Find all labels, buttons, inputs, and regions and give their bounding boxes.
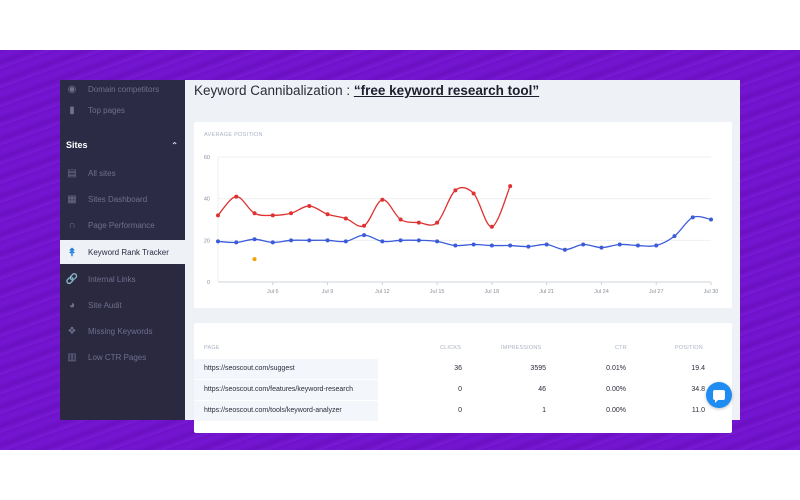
sidebar: ◉ Domain competitors ▮ Top pages Sites ⌃… (60, 80, 185, 420)
position-value: 19.4 (691, 365, 705, 372)
sidebar-item-label: Internal Links (88, 274, 136, 284)
sidebar-item-domain-competitors[interactable]: ◉ Domain competitors (60, 76, 185, 102)
pages-table: PAGE CLICKS IMPRESSIONS CTR POSITION htt… (194, 323, 732, 433)
main-content: Keyword Cannibalization : “free keyword … (185, 80, 740, 433)
sidebar-item-missing-keywords[interactable]: ❖ Missing Keywords (60, 318, 185, 344)
chat-bubble-icon (713, 390, 725, 403)
table-row[interactable]: https://seoscout.com/tools/keyword-analy… (194, 401, 732, 421)
sidebar-item-label: Keyword Rank Tracker (88, 247, 169, 257)
pages-icon: ▮ (69, 104, 75, 116)
svg-text:Jul 24: Jul 24 (594, 289, 609, 295)
sidebar-item-top-pages[interactable]: ▮ Top pages (60, 97, 185, 123)
list-icon: ▤ (67, 167, 77, 179)
keyword-link[interactable]: “free keyword research tool” (353, 83, 540, 98)
column-header-ctr[interactable]: CTR (615, 345, 627, 351)
average-position-card: AVERAGE POSITION 0 20 40 60 Jul 6 Jul 9 Jul 12… (194, 122, 732, 308)
svg-text:40: 40 (204, 197, 210, 203)
sidebar-upper: ◉ Domain competitors ▮ Top pages Sites ⌃… (60, 80, 185, 240)
sidebar-item-label: Site Audit (88, 300, 122, 310)
sidebar-section-sites[interactable]: Sites ⌃ (66, 140, 178, 150)
double-chevron-up-icon: ↟ (67, 246, 77, 259)
column-header-clicks[interactable]: CLICKS (440, 345, 462, 351)
sidebar-item-site-audit[interactable]: ◕ Site Audit (60, 292, 185, 318)
average-position-chart: 0 20 40 60 Jul 6 Jul 9 Jul 12 Jul 15 Jul 18 Jul 2… (204, 155, 719, 295)
sidebar-item-label: Missing Keywords (88, 326, 153, 336)
chart-label: AVERAGE POSITION (204, 132, 263, 138)
sidebar-item-label: Page Performance (88, 220, 155, 230)
puzzle-icon: ❖ (67, 325, 77, 337)
page-url[interactable]: https://seoscout.com/features/keyword-re… (204, 386, 354, 393)
impressions-value: 46 (538, 386, 546, 393)
sidebar-item-internal-links[interactable]: 🔗 Internal Links (60, 266, 185, 292)
svg-text:60: 60 (204, 155, 210, 161)
sidebar-item-keyword-rank-tracker[interactable]: ↟ Keyword Rank Tracker (60, 240, 185, 264)
svg-text:Jul 15: Jul 15 (430, 289, 445, 295)
chat-button[interactable] (706, 382, 732, 408)
column-header-page[interactable]: PAGE (204, 345, 220, 351)
sidebar-lower: 🔗 Internal Links ◕ Site Audit ❖ Missing … (60, 264, 185, 420)
sidebar-item-label: Sites Dashboard (88, 194, 148, 204)
clicks-value: 36 (454, 365, 462, 372)
section-label: Sites (66, 140, 88, 150)
svg-text:Jul 30: Jul 30 (704, 289, 719, 295)
table-row[interactable]: https://seoscout.com/suggest 36 3595 0.0… (194, 359, 732, 379)
column-header-impressions[interactable]: IMPRESSIONS (501, 345, 542, 351)
page-title: Keyword Cannibalization : “free keyword … (194, 83, 539, 98)
svg-text:Jul 18: Jul 18 (485, 289, 500, 295)
table-row[interactable]: https://seoscout.com/features/keyword-re… (194, 380, 732, 400)
position-value: 34.8 (691, 386, 705, 393)
gauge-icon: ∩ (68, 219, 76, 231)
globe-icon: ◉ (67, 83, 77, 95)
sidebar-item-label: Low CTR Pages (88, 352, 147, 362)
page-url[interactable]: https://seoscout.com/tools/keyword-analy… (204, 407, 342, 414)
clicks-value: 0 (458, 386, 462, 393)
sidebar-item-label: Top pages (88, 105, 125, 115)
ctr-value: 0.00% (606, 407, 626, 414)
link-icon: 🔗 (65, 273, 79, 285)
pie-chart-icon: ◕ (68, 299, 76, 311)
svg-text:0: 0 (207, 280, 210, 286)
page-url[interactable]: https://seoscout.com/suggest (204, 365, 295, 372)
sidebar-item-label: All sites (88, 168, 116, 178)
chevron-up-icon: ⌃ (171, 140, 178, 150)
impressions-value: 1 (542, 407, 546, 414)
sidebar-item-label: Domain competitors (88, 84, 160, 94)
impressions-value: 3595 (530, 365, 546, 372)
svg-text:Jul 9: Jul 9 (322, 289, 334, 295)
title-prefix: Keyword Cannibalization : (194, 83, 354, 98)
position-value: 11.0 (691, 407, 705, 414)
ctr-value: 0.00% (606, 386, 626, 393)
svg-text:Jul 27: Jul 27 (649, 289, 664, 295)
sidebar-item-sites-dashboard[interactable]: ▦ Sites Dashboard (60, 186, 185, 212)
svg-text:20: 20 (204, 238, 210, 244)
bar-chart-down-icon: ▥ (67, 351, 77, 363)
svg-text:Jul 21: Jul 21 (539, 289, 554, 295)
ctr-value: 0.01% (606, 365, 626, 372)
svg-text:Jul 6: Jul 6 (267, 289, 279, 295)
clicks-value: 0 (458, 407, 462, 414)
sidebar-item-low-ctr-pages[interactable]: ▥ Low CTR Pages (60, 344, 185, 370)
sidebar-item-page-performance[interactable]: ∩ Page Performance (60, 212, 185, 238)
sidebar-item-all-sites[interactable]: ▤ All sites (60, 160, 185, 186)
column-header-position[interactable]: POSITION (675, 345, 703, 351)
svg-text:Jul 12: Jul 12 (375, 289, 390, 295)
dashboard-icon: ▦ (67, 193, 77, 205)
